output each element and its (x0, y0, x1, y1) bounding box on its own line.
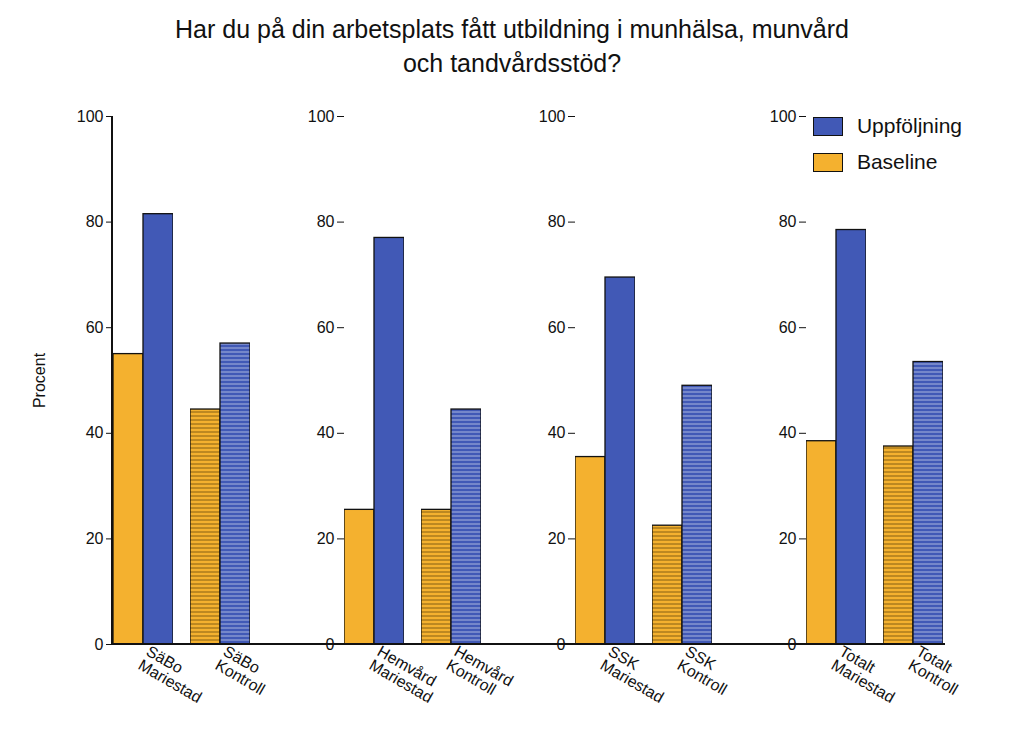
svg-text:Procent: Procent (31, 352, 48, 408)
svg-text:100: 100 (77, 108, 104, 125)
svg-text:0: 0 (787, 635, 797, 653)
svg-text:TotaltMariestad: TotaltMariestad (828, 642, 905, 706)
svg-text:SSKMariestad: SSKMariestad (597, 642, 674, 706)
svg-text:60: 60 (779, 319, 797, 336)
svg-text:40: 40 (86, 424, 104, 441)
svg-text:SSKKontroll: SSKKontroll (674, 642, 737, 698)
svg-text:SäBoKontroll: SäBoKontroll (212, 642, 275, 698)
svg-text:HemvårdMariestad: HemvårdMariestad (366, 642, 443, 706)
svg-text:SäBoMariestad: SäBoMariestad (135, 642, 212, 706)
svg-text:40: 40 (779, 424, 797, 441)
svg-text:80: 80 (317, 213, 335, 230)
svg-text:60: 60 (548, 319, 566, 336)
svg-text:80: 80 (86, 213, 104, 230)
svg-text:40: 40 (548, 424, 566, 441)
svg-text:20: 20 (779, 530, 797, 547)
html-text:Baseline: Baseline (856, 150, 938, 173)
svg-text:0: 0 (95, 636, 104, 653)
svg-text:60: 60 (317, 319, 335, 336)
svg-text:0: 0 (325, 635, 335, 653)
svg-text:40: 40 (317, 424, 335, 441)
svg-text:80: 80 (779, 213, 797, 230)
svg-text:20: 20 (548, 530, 566, 547)
svg-text:20: 20 (317, 530, 335, 547)
svg-text:20: 20 (86, 530, 104, 547)
svg-text:100: 100 (770, 108, 797, 125)
svg-text:TotaltKontroll: TotaltKontroll (905, 642, 968, 698)
html-text:Uppföljning: Uppföljning (856, 114, 962, 137)
svg-text:HemvårdKontroll: HemvårdKontroll (443, 642, 516, 703)
html-text:Har du på din arbetsplats fått: Har du på din arbetsplats fått utbildnin… (175, 15, 849, 77)
svg-text:100: 100 (308, 108, 335, 125)
svg-text:60: 60 (86, 319, 104, 336)
svg-text:0: 0 (556, 635, 566, 653)
svg-text:80: 80 (548, 213, 566, 230)
svg-text:100: 100 (539, 108, 566, 125)
